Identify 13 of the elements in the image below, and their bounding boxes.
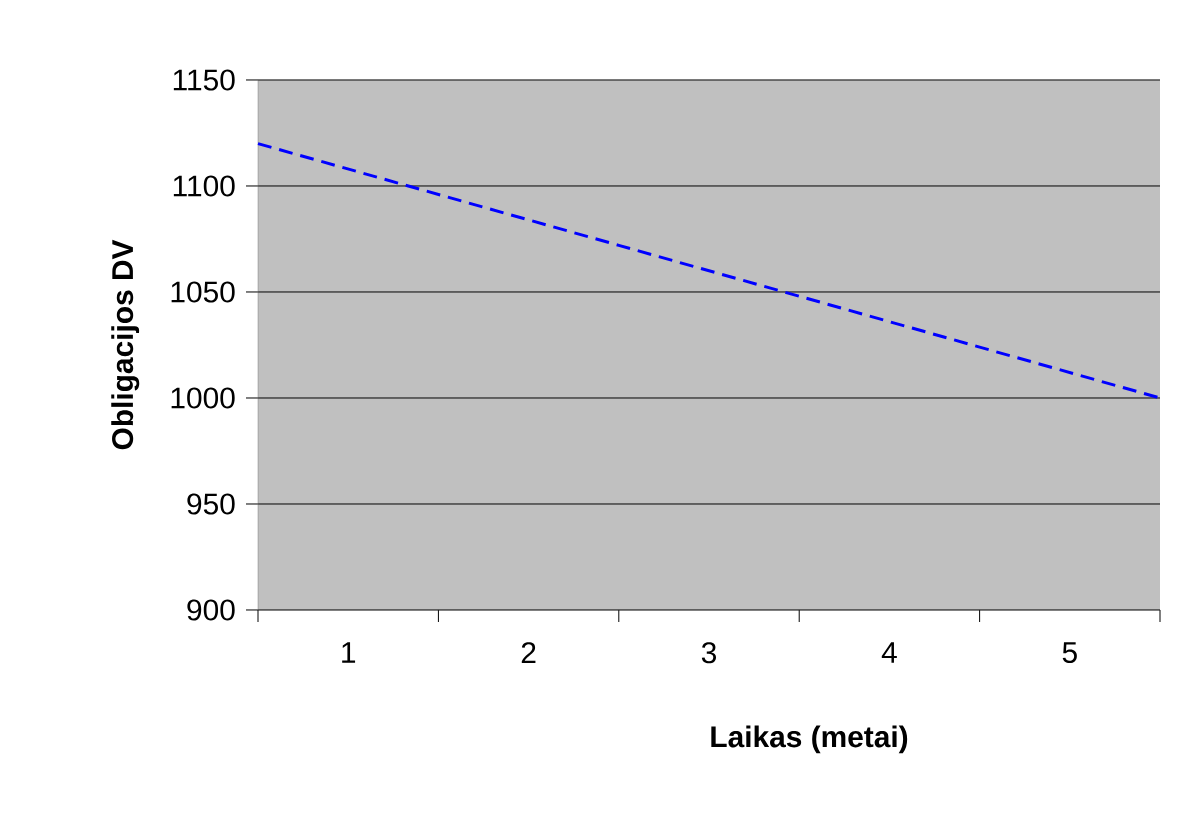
- y-tick-label: 1000: [171, 387, 235, 409]
- y-tick-label: 950: [187, 493, 235, 515]
- y-axis-title: Obligacijos DV: [111, 239, 140, 450]
- y-tick-label: 1050: [171, 281, 235, 303]
- x-tick-label: 2: [521, 642, 536, 664]
- y-tick-label: 900: [187, 599, 235, 621]
- x-axis-title: Laikas (metai): [711, 725, 908, 754]
- x-tick-label: 5: [1062, 642, 1077, 664]
- x-tick-label: 1: [342, 642, 356, 663]
- x-tick-label: 4: [881, 642, 897, 663]
- y-tick-label: 1100: [173, 175, 235, 197]
- y-tick-label: 1150: [173, 69, 235, 91]
- x-tick-label: 3: [701, 642, 717, 664]
